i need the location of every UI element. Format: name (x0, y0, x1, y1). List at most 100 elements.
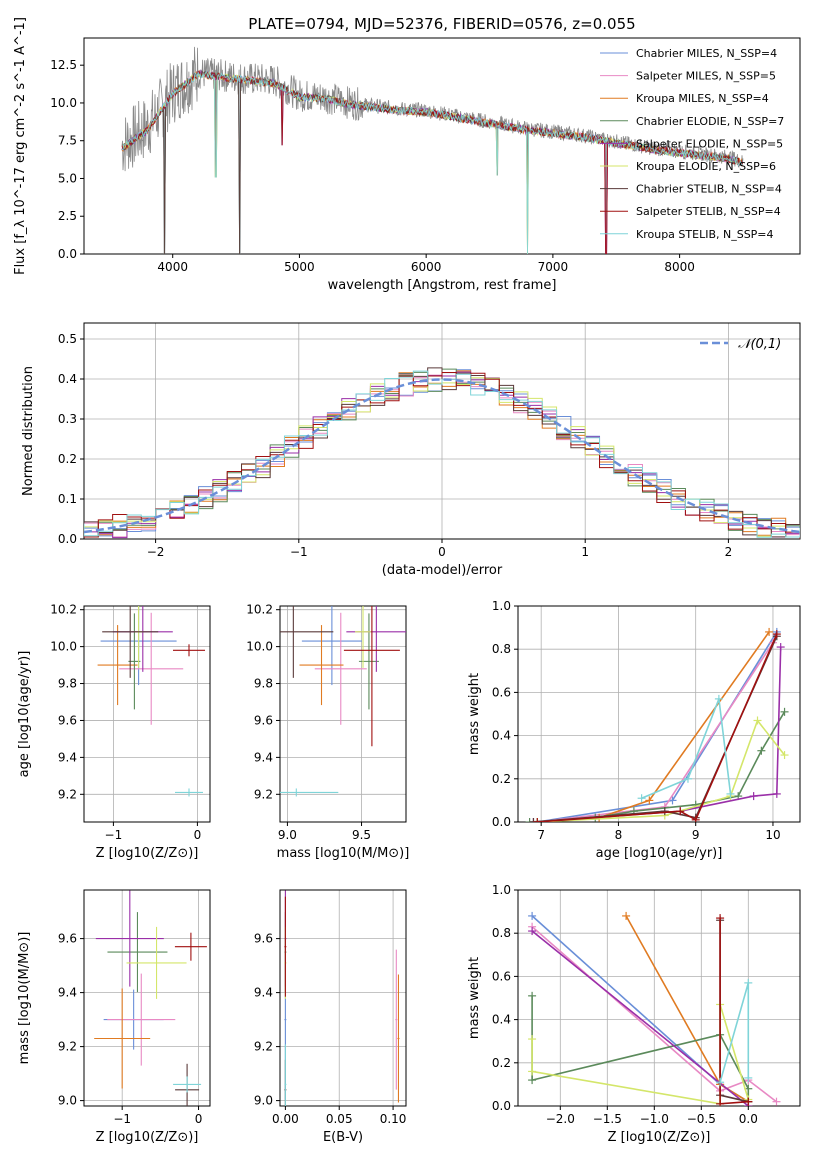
model-spectrum-line (121, 70, 743, 254)
age-vs-mass-panel: 9.0 9.5 9.2 9.4 9.6 9.8 10.0 10.2 mass [log10(M/… (246, 603, 410, 861)
y-axis-label: mass weight (467, 673, 482, 755)
x-tick-label: 0.05 (326, 1112, 353, 1126)
gridlines (280, 606, 406, 822)
legend-label: Chabrier STELIB, N_SSP=4 (636, 183, 782, 196)
gridlines (84, 606, 210, 822)
y-tick-label: 9.6 (254, 713, 273, 727)
x-tick-label: −1 (290, 545, 308, 559)
x-axis-label: (data-model)/error (382, 563, 503, 578)
y-tick-label: 9.8 (58, 677, 77, 691)
x-tick-label: 0.00 (272, 1112, 299, 1126)
x-axis-label: wavelength [Angstrom, rest frame] (328, 278, 557, 293)
errorbar-layer (97, 606, 205, 797)
x-tick-label: 6000 (411, 260, 442, 274)
y-tick-label: 0.0 (492, 815, 511, 829)
normal-curve-line (84, 378, 800, 534)
x-axis-label: mass [log10(M/M⊙)] (277, 846, 410, 861)
y-tick-label: 0.1 (58, 492, 77, 506)
residual-histogram-line (84, 370, 800, 538)
y-tick-label: 9.0 (254, 1094, 273, 1108)
y-tick-label: 9.4 (58, 750, 77, 764)
y-tick-label: 0.2 (492, 772, 511, 786)
y-tick-label: 9.0 (58, 1094, 77, 1108)
y-axis-label: mass weight (467, 957, 482, 1039)
x-tick-label: −0.5 (687, 1112, 716, 1126)
y-axis-label: mass [log10(M/M⊙)] (17, 932, 32, 1065)
legend-label: Kroupa STELIB, N_SSP=4 (636, 228, 774, 241)
mass-vs-extinction-panel: 0.00 0.05 0.10 9.0 9.2 9.4 9.6 E(B-V) (254, 889, 407, 1145)
y-axis-label: age [log10(age/yr)] (17, 651, 32, 778)
age-vs-metallicity-panel: −1 0 9.2 9.4 9.6 9.8 10.0 10.2 Z [log10(Z/Z⊙)] ag… (17, 603, 211, 861)
x-tick-label: 2 (725, 545, 733, 559)
y-tick-label: 9.4 (58, 986, 77, 1000)
x-tick-label: −2.0 (546, 1112, 575, 1126)
y-tick-label: 9.2 (254, 1040, 273, 1054)
x-tick-label: 10 (765, 828, 780, 842)
legend-label: Chabrier ELODIE, N_SSP=7 (636, 115, 784, 128)
y-axis-label: Flux [f_λ 10^-17 erg cm^-2 s^-1 A^-1] (13, 17, 28, 275)
x-tick-label: 7 (537, 828, 545, 842)
y-tick-label: 9.4 (254, 750, 273, 764)
legend-label: 𝒩(0,1) (738, 337, 781, 352)
y-tick-label: 9.2 (254, 787, 273, 801)
weight-line (531, 926, 777, 1103)
y-axis-label: Normed distribution (21, 366, 36, 496)
y-tick-label: 0.2 (58, 452, 77, 466)
y-tick-label: 9.2 (58, 1040, 77, 1054)
y-tick-label: 0.4 (492, 1013, 511, 1027)
x-axis-label: age [log10(age/yr)] (596, 846, 723, 861)
y-tick-label: 10.0 (50, 96, 77, 110)
y-tick-label: 9.4 (254, 986, 273, 1000)
legend: 𝒩(0,1) (700, 337, 781, 352)
y-tick-label: 0.0 (58, 247, 77, 261)
x-tick-label: 0.10 (380, 1112, 407, 1126)
y-tick-label: 2.5 (58, 209, 77, 223)
errorbar-layer (94, 890, 207, 1106)
y-tick-label: 7.5 (58, 134, 77, 148)
x-tick-label: −2 (147, 545, 165, 559)
y-tick-label: 10.2 (50, 603, 77, 617)
errorbar-layer (284, 890, 400, 1106)
y-tick-label: 5.0 (58, 171, 77, 185)
x-tick-label: 9.0 (278, 828, 297, 842)
y-tick-label: 10.0 (246, 640, 273, 654)
mass-vs-metallicity-panel: −1 0 9.0 9.2 9.4 9.6 Z [log10(Z/Z⊙)] mass [log1… (17, 889, 211, 1145)
x-axis-label: E(B-V) (323, 1130, 363, 1145)
x-tick-label: 9 (692, 828, 700, 842)
y-tick-label: 9.6 (254, 932, 273, 946)
x-tick-label: 5000 (284, 260, 315, 274)
legend-label: Kroupa ELODIE, N_SSP=6 (636, 160, 776, 173)
legend-label: Salpeter MILES, N_SSP=5 (636, 70, 776, 83)
x-axis-label: Z [log10(Z/Z⊙)] (608, 1130, 711, 1145)
weight-vs-age-panel: 7 8 9 10 0.0 0.2 0.4 0.6 0.8 1.0 age [log10(age/yr… (467, 599, 801, 861)
y-tick-label: 0.6 (492, 685, 511, 699)
weight-line-layer (528, 911, 781, 1106)
legend-label: Kroupa MILES, N_SSP=4 (636, 92, 769, 105)
x-tick-label: 7000 (538, 260, 569, 274)
y-tick-label: 0.6 (492, 969, 511, 983)
x-tick-label: 0 (195, 1112, 203, 1126)
x-axis-label: Z [log10(Z/Z⊙)] (96, 846, 199, 861)
x-tick-label: 1 (581, 545, 589, 559)
legend: Chabrier MILES, N_SSP=4 Salpeter MILES, N… (600, 47, 784, 241)
x-tick-label: 9.5 (352, 828, 371, 842)
y-tick-label: 0.5 (58, 332, 77, 346)
figure-title: PLATE=0794, MJD=52376, FIBERID=0576, z=0… (248, 15, 635, 33)
residual-histogram-line (84, 372, 800, 539)
y-tick-label: 0.0 (58, 532, 77, 546)
x-tick-label: 8000 (664, 260, 695, 274)
y-tick-label: 0.2 (492, 1056, 511, 1070)
x-tick-label: −1 (113, 1112, 131, 1126)
y-tick-label: 0.3 (58, 412, 77, 426)
errorbar-layer (280, 606, 406, 797)
weight-line (641, 698, 732, 799)
x-tick-label: 0 (438, 545, 446, 559)
x-tick-label: −1 (105, 828, 123, 842)
y-tick-label: 0.0 (492, 1099, 511, 1113)
legend-label: Salpeter STELIB, N_SSP=4 (636, 205, 781, 218)
legend-label: Chabrier MILES, N_SSP=4 (636, 47, 777, 60)
y-tick-label: 9.6 (58, 932, 77, 946)
weight-line-layer (525, 627, 789, 822)
y-tick-label: 0.8 (492, 926, 511, 940)
